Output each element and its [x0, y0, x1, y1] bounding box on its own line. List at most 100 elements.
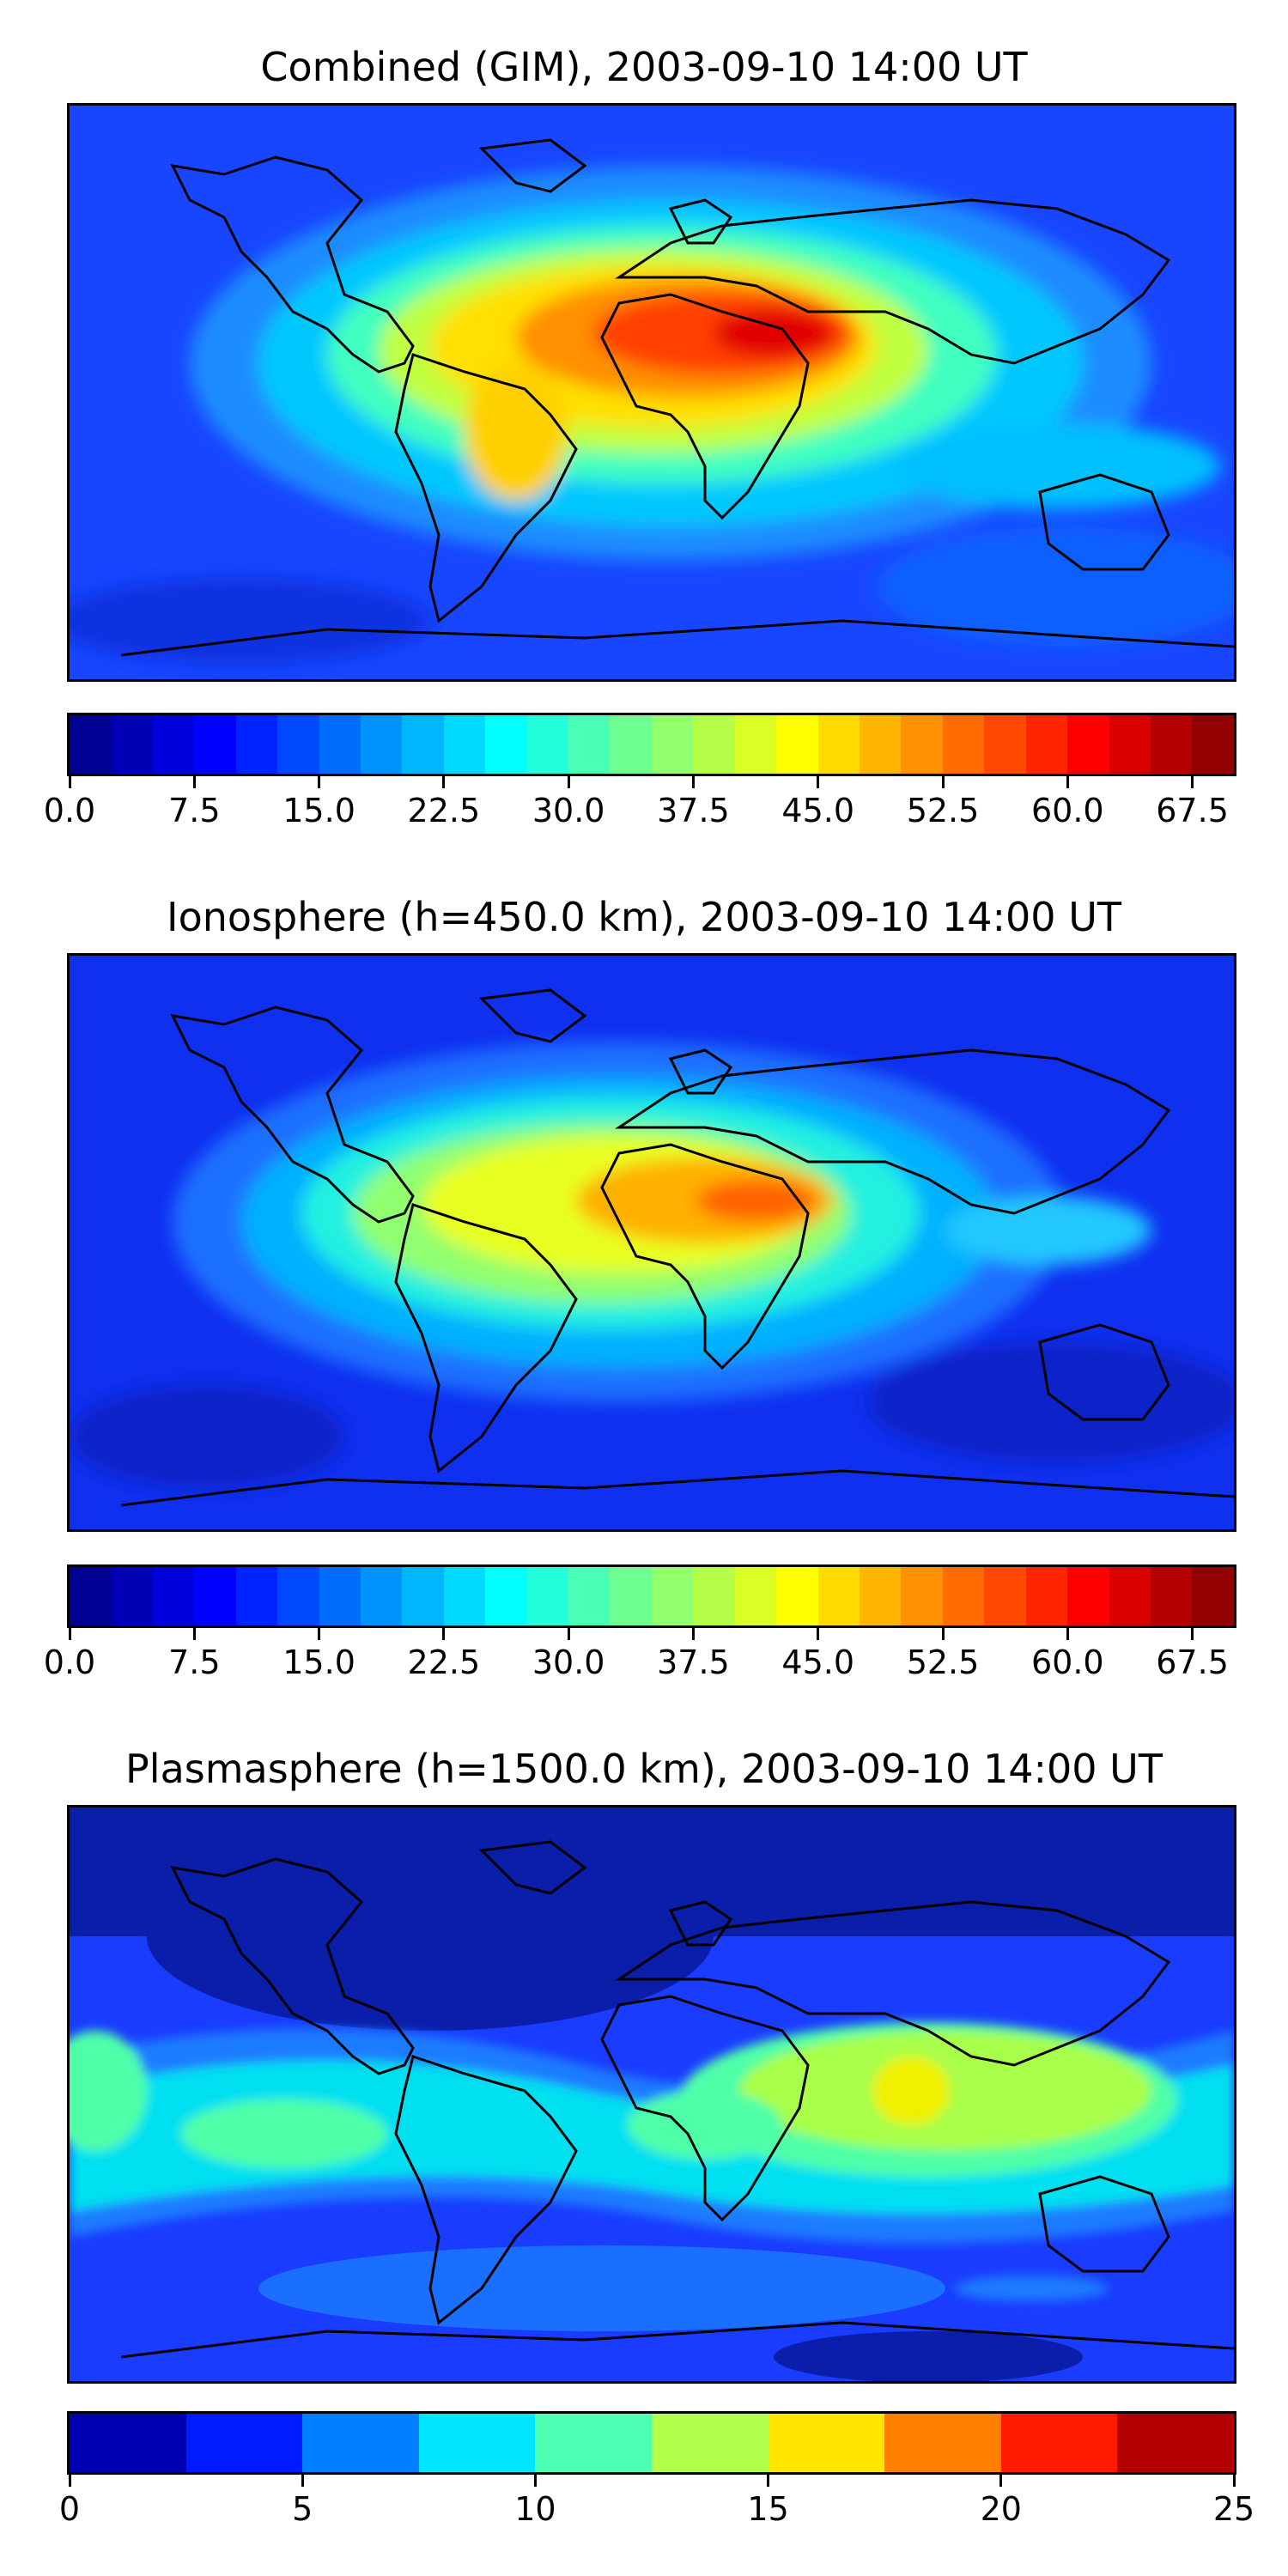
colorbar-tick [1191, 776, 1194, 788]
colorbar-tick-label: 5 [292, 2490, 313, 2528]
colorbar-segment [1150, 715, 1193, 774]
panel-title: Ionosphere (h=450.0 km), 2003-09-10 14:0… [167, 894, 1121, 940]
colorbar-segment [235, 1567, 278, 1625]
colorbar-segment [152, 1567, 195, 1625]
colorbar-segment [901, 715, 943, 774]
tec-map-combined [70, 106, 1234, 679]
colorbar-segment [942, 715, 985, 774]
colorbar-segment [443, 1567, 486, 1625]
colorbar-segment [111, 715, 153, 774]
panel-title: Combined (GIM), 2003-09-10 14:00 UT [260, 44, 1028, 90]
colorbar-segment [734, 715, 777, 774]
colorbar-segment [111, 1567, 153, 1625]
colorbar-segment [319, 1567, 361, 1625]
colorbar-tick [68, 1628, 71, 1640]
colorbar-tick [68, 776, 71, 788]
colorbar-tick-label: 10 [514, 2490, 556, 2528]
colorbar-segment [443, 715, 486, 774]
colorbar-plasmasphere [67, 2411, 1236, 2475]
colorbar-segment [1109, 1567, 1151, 1625]
colorbar-segment [485, 715, 527, 774]
map-combined [67, 103, 1236, 682]
colorbar-tick [817, 1628, 820, 1640]
colorbar-segment [302, 2414, 419, 2472]
colorbar-segment [1025, 1567, 1068, 1625]
colorbar-tick [1232, 2475, 1236, 2487]
colorbar-tick-label: 37.5 [657, 1643, 730, 1681]
colorbar-segment [651, 2414, 769, 2472]
colorbar-segment [568, 715, 611, 774]
colorbar-segment [526, 715, 569, 774]
colorbar-tick-label: 22.5 [407, 1643, 481, 1681]
colorbar-segment [1117, 2414, 1234, 2472]
colorbar-segment [1109, 715, 1151, 774]
colorbar-segment [70, 715, 112, 774]
colorbar-tick [301, 2475, 304, 2487]
colorbar-segment [152, 715, 195, 774]
colorbar-segment [185, 2414, 303, 2472]
colorbar-segment [1192, 715, 1234, 774]
colorbar-tick-label: 20 [980, 2490, 1022, 2528]
map-plasmasphere [67, 1805, 1236, 2384]
colorbar-tick-label: 45.0 [781, 1643, 855, 1681]
colorbar-ionosphere [67, 1564, 1236, 1628]
colorbar-tick-label: 67.5 [1156, 1643, 1229, 1681]
colorbar-tick-label: 52.5 [906, 1643, 980, 1681]
colorbar-tick-label: 7.5 [168, 1643, 221, 1681]
colorbar-segment [1067, 715, 1109, 774]
colorbar-segment [860, 715, 902, 774]
colorbar-segment [776, 1567, 818, 1625]
colorbar-segment [860, 1567, 902, 1625]
colorbar-tick-label: 0.0 [43, 792, 96, 829]
colorbar-segment [693, 1567, 735, 1625]
colorbar-tick [192, 1628, 196, 1640]
coastlines [120, 988, 1234, 1507]
colorbar-segment [277, 1567, 319, 1625]
colorbar-segment [610, 715, 652, 774]
colorbar-segment [526, 1567, 569, 1625]
colorbar-tick-label: 22.5 [407, 792, 481, 829]
colorbar-tick [1191, 1628, 1194, 1640]
colorbar-segment [1150, 1567, 1193, 1625]
colorbar-segment [402, 1567, 444, 1625]
colorbar-tick-label: 60.0 [1030, 1643, 1104, 1681]
colorbar-tick [691, 1628, 695, 1640]
colorbar-tick-label: 0.0 [43, 1643, 96, 1681]
colorbar-segment [194, 715, 236, 774]
colorbar-segment [651, 715, 694, 774]
colorbar-tick-label: 30.0 [532, 792, 605, 829]
colorbar-segment [568, 1567, 611, 1625]
colorbar-segment [984, 1567, 1026, 1625]
colorbar-tick [533, 2475, 537, 2487]
colorbar-combined [67, 713, 1236, 776]
colorbar-tick [941, 776, 945, 788]
tec-map-plasmasphere [70, 1807, 1234, 2381]
colorbar-segment [70, 2414, 186, 2472]
colorbar-tick [1066, 1628, 1069, 1640]
colorbar-segment [1192, 1567, 1234, 1625]
colorbar-segment [319, 715, 361, 774]
colorbar-tick [817, 776, 820, 788]
colorbar-tick-label: 52.5 [906, 792, 980, 829]
colorbar-segment [235, 715, 278, 774]
colorbar-tick [941, 1628, 945, 1640]
colorbar-segment [485, 1567, 527, 1625]
colorbar-segment [651, 1567, 694, 1625]
colorbar-segment [1000, 2414, 1118, 2472]
colorbar-tick-label: 37.5 [657, 792, 730, 829]
colorbar-segment [817, 715, 860, 774]
colorbar-segment [901, 1567, 943, 1625]
colorbar-segment [693, 715, 735, 774]
colorbar-tick [691, 776, 695, 788]
colorbar-segment [70, 1567, 112, 1625]
colorbar-segment [734, 1567, 777, 1625]
colorbar-tick [1066, 776, 1069, 788]
coastlines [120, 1840, 1234, 2359]
colorbar-tick-label: 0 [58, 2490, 81, 2528]
colorbar-tick-label: 45.0 [781, 792, 855, 829]
colorbar-tick-label: 25 [1212, 2490, 1255, 2528]
colorbar-tick [68, 2475, 71, 2487]
panel-title: Plasmasphere (h=1500.0 km), 2003-09-10 1… [125, 1746, 1163, 1792]
colorbar-tick [567, 776, 570, 788]
colorbar-segment [277, 715, 319, 774]
